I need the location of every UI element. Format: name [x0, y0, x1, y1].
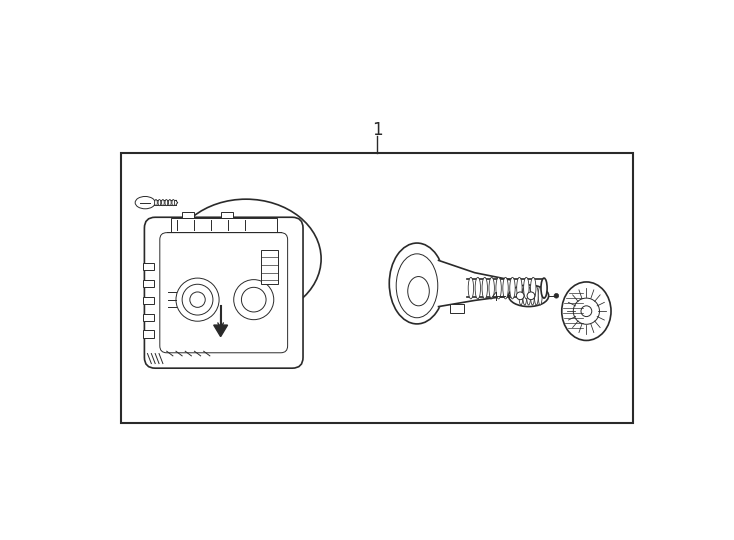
Circle shape	[527, 292, 535, 300]
Circle shape	[581, 306, 592, 316]
Ellipse shape	[171, 199, 321, 319]
Ellipse shape	[161, 200, 164, 206]
Ellipse shape	[155, 200, 157, 206]
FancyBboxPatch shape	[160, 233, 288, 353]
Ellipse shape	[503, 278, 508, 299]
Bar	[143, 314, 153, 321]
Circle shape	[190, 292, 206, 307]
Circle shape	[233, 280, 274, 320]
Ellipse shape	[172, 200, 175, 206]
Ellipse shape	[482, 278, 487, 299]
Ellipse shape	[519, 287, 523, 305]
Ellipse shape	[527, 287, 531, 305]
Text: 1: 1	[371, 122, 382, 139]
Bar	[221, 212, 233, 218]
Ellipse shape	[509, 285, 548, 307]
Ellipse shape	[510, 278, 515, 299]
Bar	[143, 262, 153, 271]
Ellipse shape	[517, 278, 522, 299]
Ellipse shape	[531, 278, 536, 299]
Circle shape	[176, 278, 219, 321]
Bar	[182, 212, 195, 218]
Bar	[143, 280, 153, 287]
Bar	[143, 330, 153, 338]
Ellipse shape	[523, 278, 529, 299]
Ellipse shape	[169, 200, 171, 206]
Ellipse shape	[468, 278, 473, 299]
FancyBboxPatch shape	[145, 217, 303, 368]
Ellipse shape	[489, 278, 495, 299]
Ellipse shape	[135, 197, 155, 209]
Ellipse shape	[165, 200, 167, 206]
Bar	[261, 249, 278, 284]
Ellipse shape	[496, 278, 501, 299]
Ellipse shape	[541, 278, 547, 298]
Ellipse shape	[562, 282, 611, 340]
Ellipse shape	[538, 287, 542, 305]
Ellipse shape	[408, 276, 429, 306]
Polygon shape	[467, 279, 544, 298]
Polygon shape	[214, 325, 228, 336]
Circle shape	[554, 294, 559, 298]
Circle shape	[516, 292, 524, 300]
Polygon shape	[438, 260, 509, 307]
Circle shape	[241, 287, 266, 312]
Ellipse shape	[531, 287, 534, 305]
Bar	[120, 153, 633, 423]
Ellipse shape	[475, 278, 481, 299]
Ellipse shape	[523, 287, 527, 305]
Bar	[170, 218, 277, 232]
Circle shape	[182, 284, 213, 315]
Bar	[450, 303, 464, 313]
Ellipse shape	[396, 254, 437, 318]
Ellipse shape	[534, 287, 538, 305]
Bar	[143, 296, 153, 304]
Circle shape	[573, 298, 600, 325]
Ellipse shape	[158, 200, 161, 206]
Ellipse shape	[389, 243, 445, 324]
